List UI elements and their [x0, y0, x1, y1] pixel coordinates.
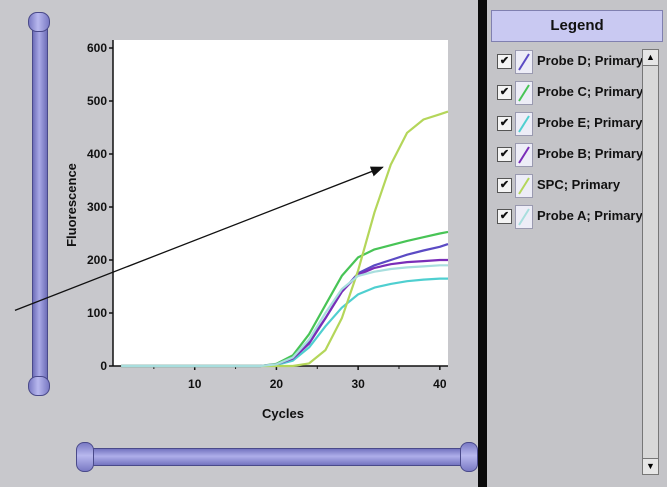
y-tick-label: 200 [87, 253, 107, 267]
checkbox[interactable]: ✔ [497, 85, 512, 100]
legend-label: Probe B; Primary [537, 146, 644, 161]
line-swatch-icon [515, 143, 533, 167]
x-tick-label: 40 [433, 377, 447, 391]
line-swatch-icon [515, 174, 533, 198]
legend-list: ✔ Probe D; Primary ✔ Probe C; Primary ✔ … [487, 48, 643, 478]
legend-label: SPC; Primary [537, 177, 621, 192]
checkbox[interactable]: ✔ [497, 54, 512, 69]
legend-item-probe-d[interactable]: ✔ Probe D; Primary [497, 50, 643, 74]
legend-item-spc[interactable]: ✔ SPC; Primary [497, 174, 639, 198]
chart-axes: 0 100 200 300 400 500 600 10 20 30 40 [87, 40, 448, 391]
checkbox[interactable]: ✔ [497, 116, 512, 131]
chart-panel: 0 100 200 300 400 500 600 10 20 30 40 Cycles Fluor… [0, 0, 478, 487]
legend-title: Legend [491, 10, 663, 42]
legend-item-probe-a[interactable]: ✔ Probe A; Primary [497, 205, 643, 229]
scroll-up-icon[interactable]: ▲ [643, 50, 658, 66]
x-axis-title: Cycles [262, 406, 304, 421]
legend-label: Probe D; Primary [537, 53, 644, 68]
legend-label: Probe E; Primary [537, 115, 643, 130]
plot-area [113, 40, 448, 366]
line-swatch-icon [515, 112, 533, 136]
line-swatch-icon [515, 205, 533, 229]
checkbox[interactable]: ✔ [497, 147, 512, 162]
series-line-6 [121, 264, 448, 368]
legend-panel: Legend ✔ Probe D; Primary ✔ Probe C; Pri… [487, 0, 667, 487]
chart-series-group [121, 110, 449, 368]
vertical-zoom-slider[interactable] [28, 12, 50, 396]
legend-item-probe-b[interactable]: ✔ Probe B; Primary [497, 143, 643, 167]
chart-annotations [14, 166, 384, 311]
y-tick-label: 400 [87, 147, 107, 161]
horizontal-slider-track[interactable] [86, 448, 468, 466]
y-tick-label: 600 [87, 41, 107, 55]
amplification-chart: 0 100 200 300 400 500 600 10 20 30 40 Cycles Fluor… [14, 40, 449, 421]
legend-item-probe-e[interactable]: ✔ Probe E; Primary [497, 112, 643, 136]
x-tick-label: 20 [270, 377, 284, 391]
y-tick-label: 300 [87, 200, 107, 214]
checkbox[interactable]: ✔ [497, 178, 512, 193]
y-tick-label: 500 [87, 94, 107, 108]
line-swatch-icon [515, 81, 533, 105]
checkbox[interactable]: ✔ [497, 209, 512, 224]
y-axis-title: Fluorescence [64, 163, 79, 247]
panel-divider[interactable] [478, 0, 487, 487]
vertical-slider-top-handle[interactable] [28, 12, 50, 32]
vertical-slider-bottom-handle[interactable] [28, 376, 50, 396]
x-tick-label: 10 [188, 377, 202, 391]
horizontal-slider-right-handle[interactable] [460, 442, 478, 472]
x-tick-label: 30 [351, 377, 365, 391]
scroll-down-icon[interactable]: ▼ [643, 458, 658, 474]
annotation-arrow [14, 166, 384, 311]
line-swatch-icon [515, 50, 533, 74]
legend-item-probe-c[interactable]: ✔ Probe C; Primary [497, 81, 643, 105]
legend-label: Probe C; Primary [537, 84, 644, 99]
y-tick-label: 0 [100, 359, 107, 373]
legend-scrollbar[interactable]: ▲ ▼ [642, 49, 659, 475]
horizontal-zoom-slider[interactable] [76, 438, 478, 472]
horizontal-slider-left-handle[interactable] [76, 442, 94, 472]
series-line-5 [121, 110, 449, 368]
legend-label: Probe A; Primary [537, 208, 643, 223]
y-tick-label: 100 [87, 306, 107, 320]
